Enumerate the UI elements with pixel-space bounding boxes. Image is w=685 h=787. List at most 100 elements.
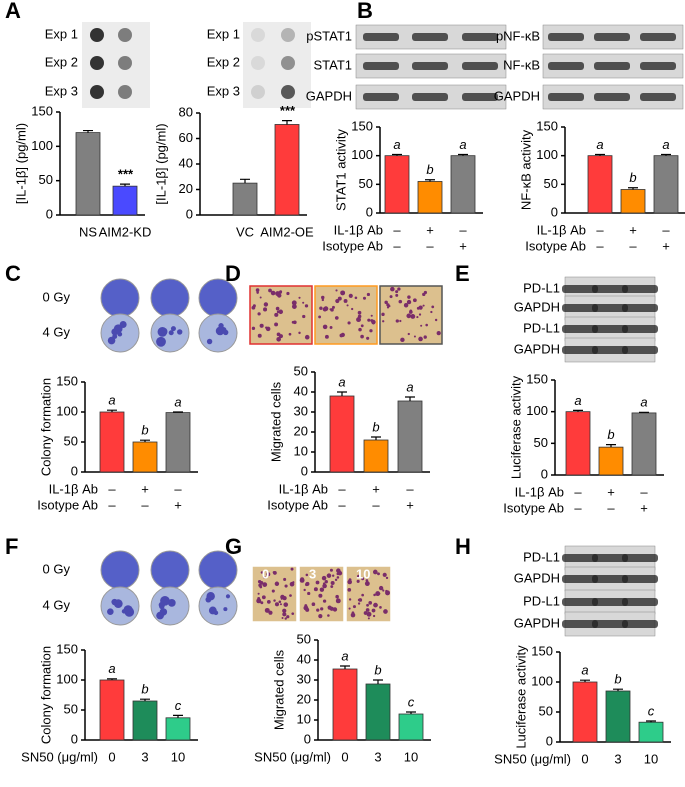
- cell: [366, 336, 370, 340]
- colony: [218, 323, 224, 329]
- band: [412, 33, 448, 41]
- cell: [361, 577, 365, 581]
- blot-label: GAPDH: [306, 88, 352, 103]
- cell: [281, 616, 284, 619]
- cell: [398, 299, 403, 304]
- y-tick-label: 0: [71, 731, 78, 746]
- cell: [390, 286, 395, 292]
- significance: a: [393, 137, 400, 152]
- treatment-mark: –: [596, 222, 604, 237]
- colony: [205, 596, 212, 603]
- cell: [375, 591, 381, 597]
- panel-label: A: [5, 0, 21, 23]
- y-tick-label: 50: [64, 433, 78, 448]
- panel-label: C: [5, 261, 21, 286]
- cell: [399, 319, 402, 323]
- treatment-mark: +: [640, 500, 648, 515]
- cell: [276, 310, 280, 314]
- treatment-mark: –: [640, 484, 648, 499]
- band: [412, 62, 448, 70]
- cell: [366, 611, 372, 617]
- band: [363, 33, 399, 41]
- cell: [290, 567, 294, 571]
- cell: [259, 323, 264, 328]
- cell: [357, 602, 361, 605]
- bar: [605, 690, 631, 743]
- cell: [288, 332, 292, 336]
- treatment-label: Isotype Ab: [267, 497, 328, 512]
- cell: [321, 295, 325, 300]
- treatment-label: Isotype Ab: [503, 500, 564, 515]
- blot-label: Exp 1: [45, 26, 78, 41]
- y-tick-label: 20: [294, 423, 308, 438]
- cell: [321, 575, 327, 581]
- bar: [398, 713, 424, 741]
- treatment-mark: –: [596, 238, 604, 253]
- cell: [382, 320, 385, 323]
- band: [622, 325, 658, 333]
- cell: [289, 594, 292, 597]
- cell: [260, 571, 264, 574]
- x-axis-label: SN50 (μg/ml): [494, 751, 571, 766]
- error-bar: [340, 665, 350, 669]
- cell: [319, 306, 323, 310]
- cell: [277, 293, 282, 298]
- cell: [264, 607, 270, 613]
- dot: [90, 28, 104, 42]
- band: [562, 554, 598, 562]
- bar: [417, 181, 443, 214]
- y-axis-label: Migrated cells: [271, 649, 286, 730]
- band: [412, 93, 448, 101]
- cell: [336, 576, 340, 579]
- bar: [365, 683, 391, 741]
- y-tick-label: 10: [294, 443, 308, 458]
- cell: [372, 614, 376, 618]
- cell: [268, 610, 273, 615]
- cell: [259, 585, 263, 589]
- cell: [352, 605, 356, 609]
- cell: [379, 606, 382, 609]
- treatment-mark: +: [174, 497, 182, 512]
- cell: [322, 582, 326, 585]
- y-tick-label: 150: [536, 118, 558, 133]
- y-axis-label: Luciferase activity: [508, 375, 523, 479]
- y-tick-label: 50: [39, 172, 53, 187]
- cell: [276, 336, 282, 342]
- bar: [132, 700, 158, 741]
- cell: [367, 318, 371, 322]
- cell: [357, 574, 361, 579]
- cell: [329, 326, 333, 329]
- cell: [291, 320, 295, 324]
- band: [562, 575, 598, 583]
- cell: [356, 579, 360, 583]
- dish: [198, 586, 238, 626]
- bar: [165, 412, 191, 473]
- colony: [119, 321, 127, 329]
- cell: [256, 291, 259, 294]
- cell: [255, 288, 260, 292]
- cell: [251, 326, 256, 331]
- bar: [397, 400, 423, 473]
- cell: [298, 296, 301, 299]
- cell: [354, 296, 358, 300]
- cell: [346, 304, 349, 307]
- bar: [653, 155, 679, 214]
- cell: [251, 305, 256, 310]
- error-bar: [337, 391, 347, 396]
- cell: [278, 600, 282, 604]
- x-tick-label: 3: [614, 751, 621, 766]
- cell: [360, 334, 364, 339]
- cell: [403, 303, 409, 308]
- error-bar: [458, 153, 468, 156]
- cell: [274, 602, 280, 607]
- image-label: 3: [309, 566, 316, 581]
- cell: [292, 581, 295, 584]
- blot-label: PD-L1: [523, 549, 560, 564]
- y-tick-label: 0: [301, 463, 308, 478]
- y-axis-label: [IL-1β] (pg/ml): [153, 123, 168, 204]
- dish: [100, 278, 140, 318]
- error-bar: [646, 720, 656, 723]
- y-axis-label: Migrated cells: [268, 381, 283, 462]
- treatment-mark: –: [372, 497, 380, 512]
- x-tick-label: AIM2-OE: [260, 224, 314, 239]
